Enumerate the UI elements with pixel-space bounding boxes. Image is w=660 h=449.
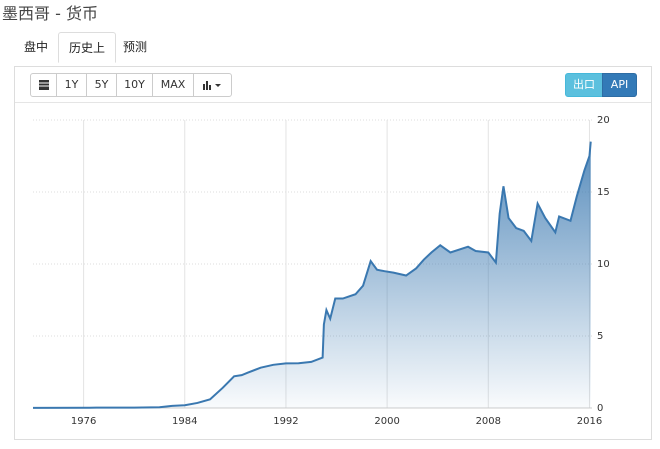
chart-type-icon bbox=[202, 81, 221, 90]
line bbox=[32, 141, 592, 409]
x-tick-label: 1992 bbox=[273, 416, 298, 427]
toolbar: 1Y 5Y 10Y MAX bbox=[30, 73, 232, 97]
range-button[interactable]: MAX bbox=[152, 73, 194, 97]
chart-type-button[interactable] bbox=[193, 73, 232, 97]
tab-active[interactable]: 历史上 bbox=[58, 32, 117, 63]
y-tick-label: 5 bbox=[597, 331, 603, 342]
x-tick-label: 2016 bbox=[577, 416, 602, 427]
y-tick-label: 0 bbox=[597, 403, 603, 414]
page-title: 墨西哥 - 货币 bbox=[2, 4, 98, 23]
table-icon bbox=[38, 80, 49, 90]
y-tick-label: 15 bbox=[597, 187, 610, 198]
toolbar-separator bbox=[15, 102, 651, 103]
tab[interactable]: 预测 bbox=[123, 40, 148, 54]
x-tick-label: 2008 bbox=[476, 416, 501, 427]
x-tick-label: 1976 bbox=[71, 416, 96, 427]
export-group: 出口 API bbox=[565, 73, 637, 97]
range-button[interactable]: 10Y bbox=[116, 73, 153, 97]
x-tick-label: 1984 bbox=[172, 416, 197, 427]
api-button[interactable]: API bbox=[602, 73, 637, 97]
chart-panel bbox=[14, 66, 652, 440]
x-tick-label: 2000 bbox=[374, 416, 399, 427]
area bbox=[33, 141, 591, 408]
y-tick-label: 10 bbox=[597, 259, 610, 270]
tab[interactable]: 盘中 bbox=[24, 40, 49, 54]
range-button[interactable]: 5Y bbox=[86, 73, 117, 97]
y-tick-label: 20 bbox=[597, 115, 610, 126]
